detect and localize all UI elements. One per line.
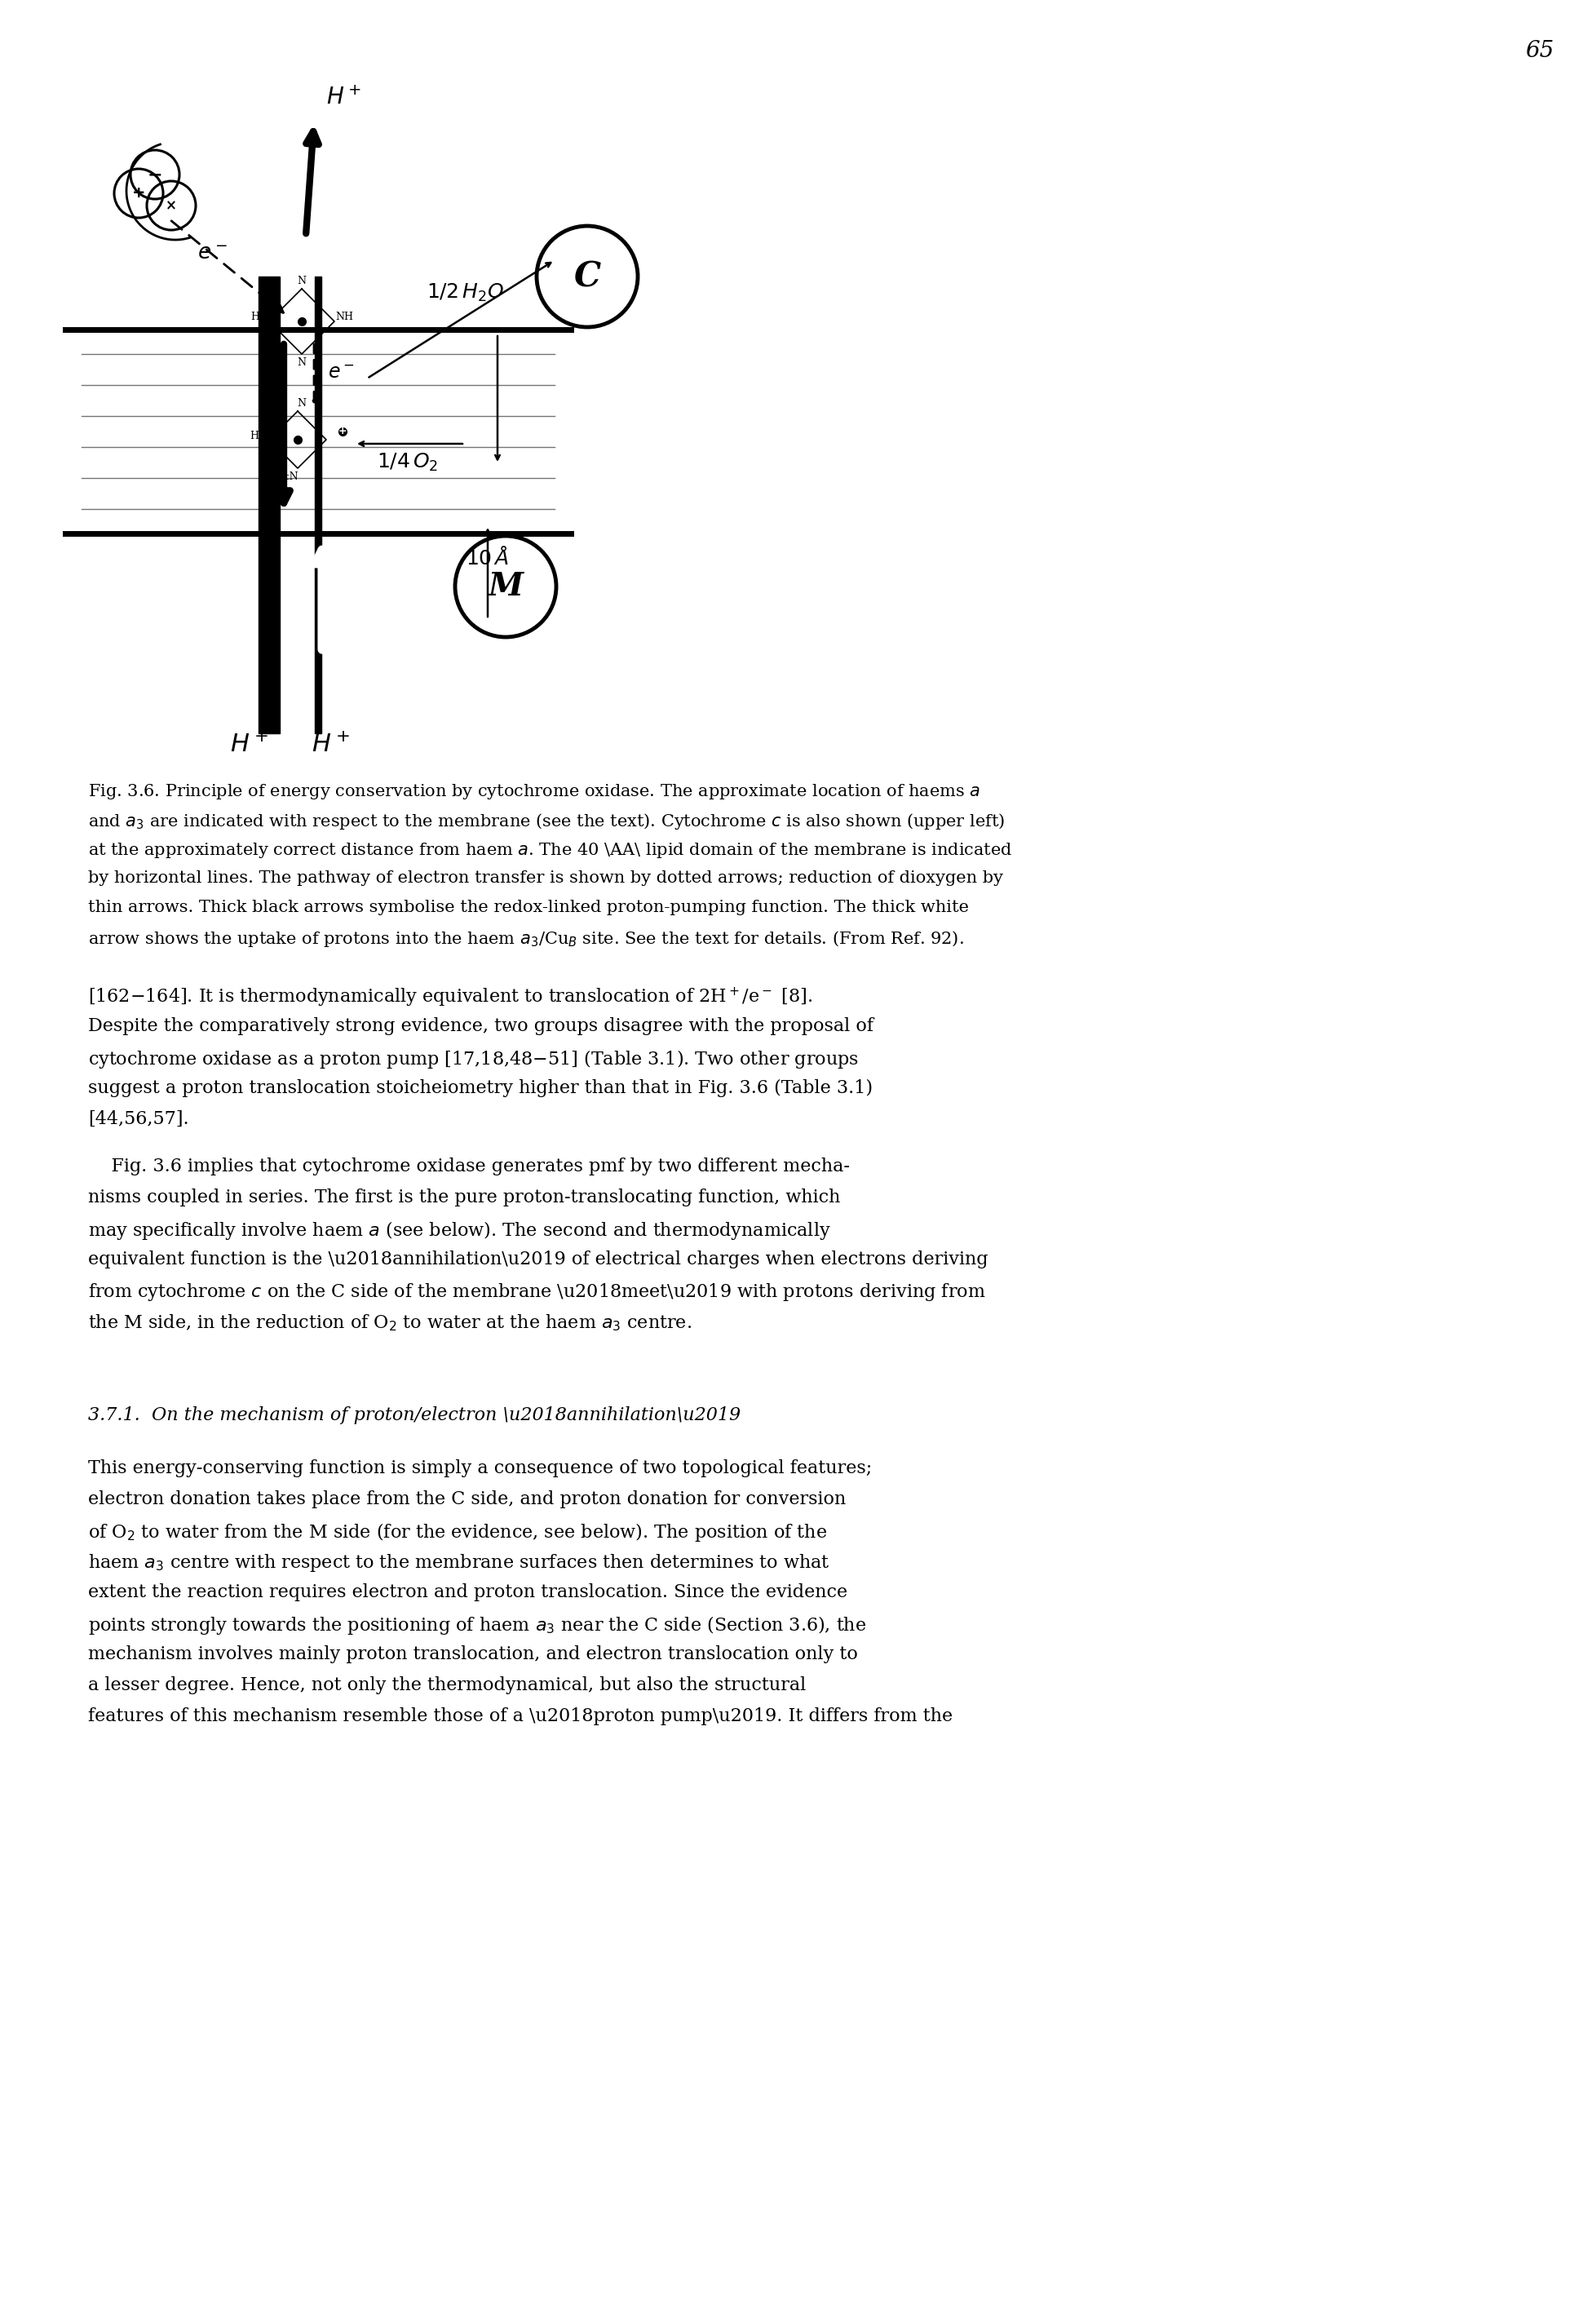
Text: Despite the comparatively strong evidence, two groups disagree with the proposal: Despite the comparatively strong evidenc… bbox=[88, 1018, 874, 1034]
Text: HN: HN bbox=[250, 430, 267, 442]
Text: suggest a proton translocation stoicheiometry higher than that in Fig. 3.6 (Tabl: suggest a proton translocation stoicheio… bbox=[88, 1078, 872, 1097]
Bar bbox=[258, 277, 280, 734]
Text: N: N bbox=[298, 397, 306, 409]
Text: Fig. 3.6. Principle of energy conservation by cytochrome oxidase. The approximat: Fig. 3.6. Principle of energy conservati… bbox=[88, 783, 981, 802]
Text: features of this mechanism resemble those of a \u2018proton pump\u2019. It diffe: features of this mechanism resemble thos… bbox=[88, 1708, 952, 1724]
Text: extent the reaction requires electron and proton translocation. Since the eviden: extent the reaction requires electron an… bbox=[88, 1583, 847, 1601]
Text: equivalent function is the \u2018annihilation\u2019 of electrical charges when e: equivalent function is the \u2018annihil… bbox=[88, 1250, 989, 1269]
Text: $10\,\AA$: $10\,\AA$ bbox=[466, 546, 509, 569]
Text: [162$-$164]. It is thermodynamically equivalent to translocation of 2H$^+$/e$^-$: [162$-$164]. It is thermodynamically equ… bbox=[88, 985, 812, 1009]
Bar bbox=[315, 277, 322, 734]
Text: $1/2\,H_2O$: $1/2\,H_2O$ bbox=[427, 281, 503, 304]
Text: may specifically involve haem $a$ (see below). The second and thermodynamically: may specifically involve haem $a$ (see b… bbox=[88, 1220, 831, 1241]
Text: NH: NH bbox=[336, 311, 353, 323]
Text: 65: 65 bbox=[1525, 40, 1554, 63]
Text: electron donation takes place from the C side, and proton donation for conversio: electron donation takes place from the C… bbox=[88, 1490, 845, 1508]
Text: and $a_3$ are indicated with respect to the membrane (see the text). Cytochrome : and $a_3$ are indicated with respect to … bbox=[88, 811, 1005, 832]
Text: points strongly towards the positioning of haem $a_3$ near the C side (Section 3: points strongly towards the positioning … bbox=[88, 1615, 866, 1636]
Text: 3.7.1.  On the mechanism of proton/electron \u2018annihilation\u2019: 3.7.1. On the mechanism of proton/electr… bbox=[88, 1406, 740, 1425]
Text: $1/4\,O_2$: $1/4\,O_2$ bbox=[377, 451, 438, 474]
Text: the M side, in the reduction of O$_2$ to water at the haem $a_3$ centre.: the M side, in the reduction of O$_2$ to… bbox=[88, 1313, 691, 1332]
Text: thin arrows. Thick black arrows symbolise the redox-linked proton-pumping functi: thin arrows. Thick black arrows symbolis… bbox=[88, 899, 970, 916]
Text: N: N bbox=[298, 274, 306, 286]
Text: a lesser degree. Hence, not only the thermodynamical, but also the structural: a lesser degree. Hence, not only the the… bbox=[88, 1676, 806, 1694]
Text: This energy-conserving function is simply a consequence of two topological featu: This energy-conserving function is simpl… bbox=[88, 1459, 872, 1478]
Text: $e^-$: $e^-$ bbox=[328, 363, 355, 381]
Text: ±N: ±N bbox=[280, 472, 298, 481]
Text: by horizontal lines. The pathway of electron transfer is shown by dotted arrows;: by horizontal lines. The pathway of elec… bbox=[88, 872, 1003, 885]
Text: +: + bbox=[338, 425, 347, 437]
Text: nisms coupled in series. The first is the pure proton-translocating function, wh: nisms coupled in series. The first is th… bbox=[88, 1188, 841, 1206]
Text: at the approximately correct distance from haem $a$. The 40 \AA\ lipid domain of: at the approximately correct distance fr… bbox=[88, 841, 1013, 860]
Text: −: − bbox=[148, 167, 162, 184]
Text: $e^-$: $e^-$ bbox=[197, 244, 228, 265]
Text: haem $a_3$ centre with respect to the membrane surfaces then determines to what: haem $a_3$ centre with respect to the me… bbox=[88, 1552, 829, 1573]
Text: cytochrome oxidase as a proton pump [17,18,48$-$51] (Table 3.1). Two other group: cytochrome oxidase as a proton pump [17,… bbox=[88, 1048, 858, 1071]
Text: $H^+$: $H^+$ bbox=[229, 732, 267, 758]
Text: ×: × bbox=[166, 198, 177, 214]
Text: +: + bbox=[132, 186, 145, 202]
Text: of O$_2$ to water from the M side (for the evidence, see below). The position of: of O$_2$ to water from the M side (for t… bbox=[88, 1522, 826, 1543]
Text: mechanism involves mainly proton translocation, and electron translocation only : mechanism involves mainly proton translo… bbox=[88, 1645, 858, 1664]
Text: HN: HN bbox=[250, 311, 269, 323]
Text: C: C bbox=[573, 260, 600, 293]
Text: [44,56,57].: [44,56,57]. bbox=[88, 1111, 189, 1127]
Text: $H^+$: $H^+$ bbox=[326, 86, 361, 109]
Text: Fig. 3.6 implies that cytochrome oxidase generates pmf by two different mecha-: Fig. 3.6 implies that cytochrome oxidase… bbox=[88, 1157, 850, 1176]
Text: from cytochrome $c$ on the C side of the membrane \u2018meet\u2019 with protons : from cytochrome $c$ on the C side of the… bbox=[88, 1281, 985, 1304]
Text: N: N bbox=[298, 358, 306, 367]
Text: M: M bbox=[489, 572, 524, 602]
Text: arrow shows the uptake of protons into the haem $a_3$/Cu$_B$ site. See the text : arrow shows the uptake of protons into t… bbox=[88, 930, 963, 948]
Text: $H^+$: $H^+$ bbox=[310, 732, 349, 758]
